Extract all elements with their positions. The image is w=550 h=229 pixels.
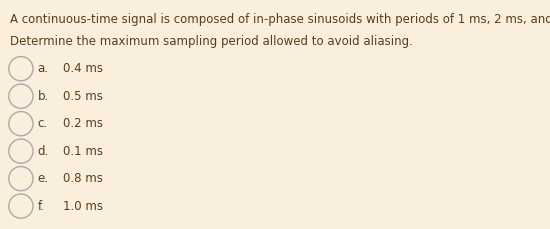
Text: 0.2 ms: 0.2 ms [63,117,103,130]
Text: a.: a. [37,62,48,75]
Text: e.: e. [37,172,48,185]
Text: f.: f. [37,200,45,213]
Text: Determine the maximum sampling period allowed to avoid aliasing.: Determine the maximum sampling period al… [10,35,412,49]
Text: b.: b. [37,90,48,103]
Text: c.: c. [37,117,47,130]
Text: 0.8 ms: 0.8 ms [63,172,103,185]
Text: 0.5 ms: 0.5 ms [63,90,103,103]
Text: 0.4 ms: 0.4 ms [63,62,103,75]
Text: 0.1 ms: 0.1 ms [63,145,103,158]
Text: 1.0 ms: 1.0 ms [63,200,103,213]
Text: A continuous-time signal is composed of in-phase sinusoids with periods of 1 ms,: A continuous-time signal is composed of … [10,13,550,26]
Text: d.: d. [37,145,48,158]
